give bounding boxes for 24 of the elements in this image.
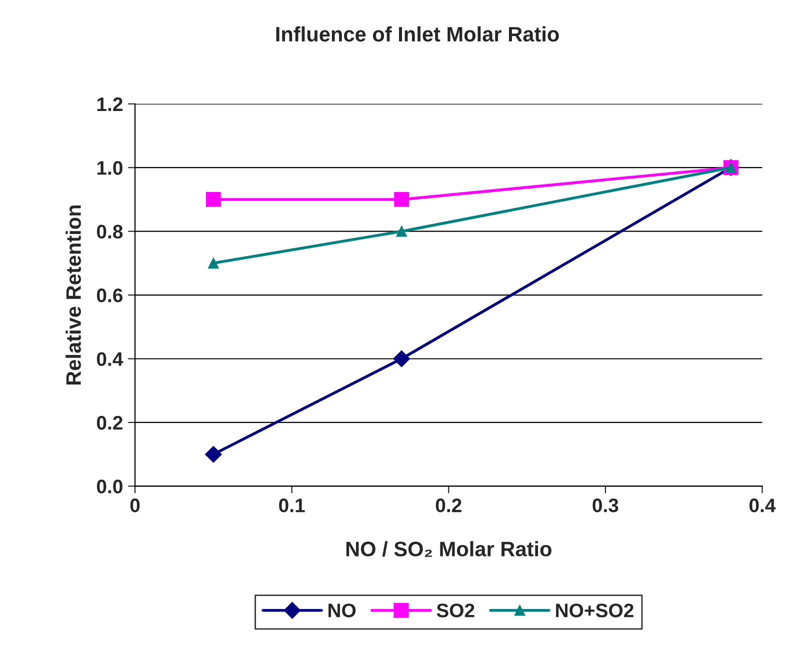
y-tick-label: 0.6 (96, 288, 123, 302)
y-tick-label: 0.2 (96, 416, 122, 430)
y-tick-label: 0.8 (96, 224, 123, 239)
x-tick-label: 0.1 (279, 498, 305, 512)
point (393, 350, 410, 368)
x-tick-label: 0 (130, 498, 140, 512)
y-tick-label: 0.0 (96, 480, 122, 494)
x-tick-label: 0.3 (592, 498, 618, 512)
point (394, 192, 410, 207)
point (208, 258, 219, 269)
chart-title: Influence of Inlet Molar Ratio (276, 26, 559, 42)
y-tick-label: 1.2 (97, 97, 122, 111)
y-tick-label: 1.0 (97, 161, 122, 175)
y-axis-title: Relative Retention (66, 205, 81, 385)
legend-label: NO (328, 604, 356, 618)
point (205, 446, 222, 463)
x-tick-label: 0.4 (749, 498, 776, 512)
point (206, 192, 221, 207)
x-tick-label: 0.2 (436, 498, 462, 512)
legend-label: NO+SO2 (556, 604, 634, 618)
x-axis-title: NO / SO₂ Molar Ratio (346, 541, 552, 557)
y-tick-label: 0.4 (96, 352, 124, 366)
point (396, 226, 407, 237)
legend-label: SO2 (436, 604, 474, 618)
